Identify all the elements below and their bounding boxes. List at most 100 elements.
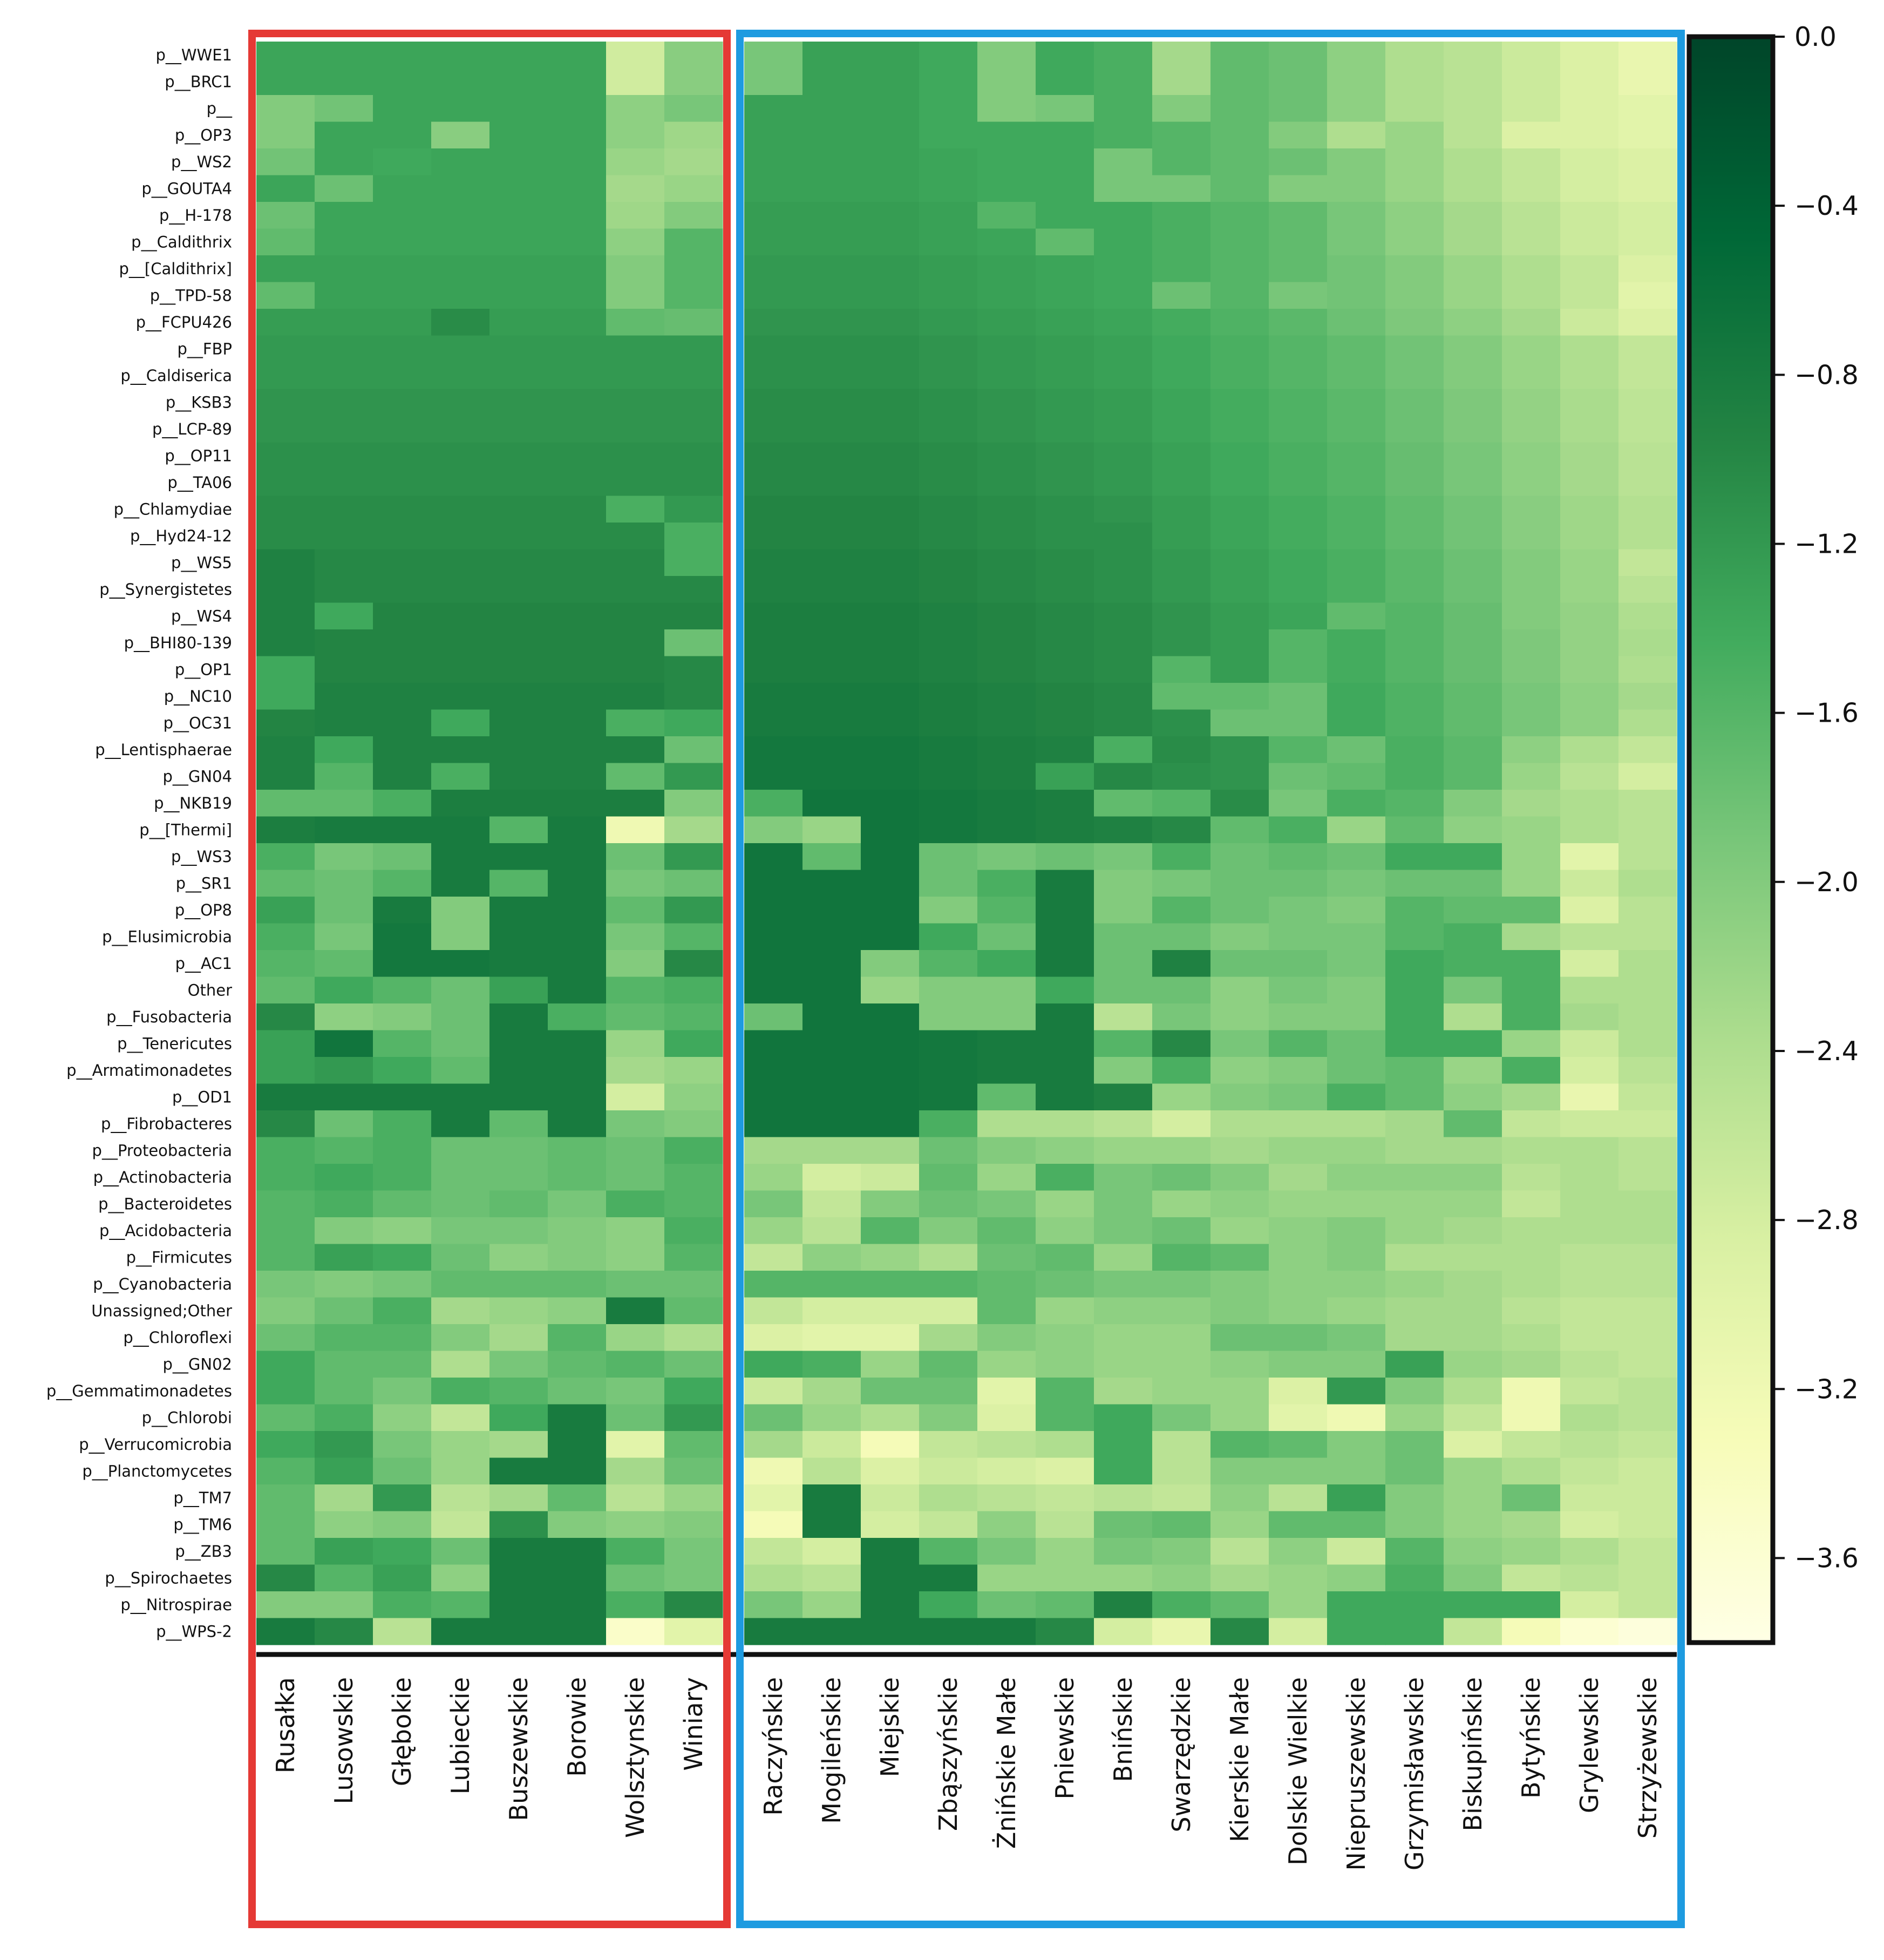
heatmap-cell	[861, 1057, 920, 1084]
heatmap-cell	[256, 442, 315, 470]
heatmap-cell	[861, 1511, 920, 1538]
heatmap-cell	[861, 175, 920, 202]
heatmap-cell	[1444, 1083, 1502, 1111]
heatmap-cell	[1152, 1431, 1211, 1459]
heatmap-cell	[548, 843, 607, 871]
heatmap-cell	[744, 1324, 803, 1352]
heatmap-cell	[373, 1511, 432, 1538]
heatmap-cell	[1502, 709, 1561, 737]
heatmap-cell	[606, 736, 665, 764]
heatmap-cell	[1152, 1457, 1211, 1485]
heatmap-cell	[861, 1244, 920, 1271]
heatmap-cell	[315, 1164, 373, 1191]
row-label: p__AC1	[175, 954, 232, 973]
heatmap-cell	[1036, 1404, 1094, 1432]
colorbar-tick-label: −0.4	[1794, 191, 1859, 221]
heatmap-cell	[1152, 1564, 1211, 1592]
heatmap-cell	[861, 656, 920, 683]
heatmap-cell	[1210, 1511, 1269, 1538]
heatmap-cell	[1502, 1297, 1561, 1325]
heatmap-cell	[1094, 175, 1153, 202]
heatmap-cell	[1560, 1057, 1619, 1084]
heatmap-cell	[861, 202, 920, 229]
heatmap-cell	[489, 389, 548, 416]
heatmap-cell	[606, 1271, 665, 1298]
row-label: p__ZB3	[175, 1542, 232, 1561]
heatmap-cell	[1210, 496, 1269, 523]
heatmap-cell	[1560, 843, 1619, 871]
heatmap-cell	[431, 523, 490, 550]
heatmap-cell	[1560, 976, 1619, 1004]
heatmap-cell	[315, 1217, 373, 1245]
heatmap-cell	[1444, 1110, 1502, 1138]
heatmap-cell	[1152, 496, 1211, 523]
heatmap-cell	[1327, 1137, 1386, 1164]
heatmap-cell	[977, 175, 1036, 202]
heatmap-cell	[1618, 1457, 1677, 1485]
heatmap-cell	[606, 282, 665, 309]
heatmap-cell	[802, 709, 861, 737]
heatmap-cell	[1444, 1484, 1502, 1512]
heatmap-cell	[744, 496, 803, 523]
heatmap-cell	[1560, 923, 1619, 951]
row-label: p__Fusobacteria	[106, 1008, 232, 1026]
heatmap-cell	[548, 1457, 607, 1485]
colorbar-tick-label: −2.4	[1794, 1036, 1859, 1067]
heatmap-cell	[861, 1297, 920, 1325]
heatmap-cell	[802, 816, 861, 844]
heatmap-cell	[315, 549, 373, 577]
column-label: Strzyżewskie	[1633, 1677, 1662, 1839]
heatmap-cell	[1152, 255, 1211, 283]
heatmap-cell	[919, 1030, 978, 1057]
heatmap-cell	[1094, 1591, 1153, 1619]
heatmap-cell	[861, 42, 920, 69]
heatmap-cell	[664, 976, 723, 1004]
heatmap-cell	[744, 1378, 803, 1405]
heatmap-cell	[1327, 496, 1386, 523]
heatmap-cell	[1152, 335, 1211, 363]
heatmap-cell	[802, 362, 861, 390]
heatmap-cell	[1444, 523, 1502, 550]
heatmap-cell	[1269, 255, 1328, 283]
heatmap-cell	[977, 870, 1036, 897]
heatmap-cell	[606, 228, 665, 256]
heatmap-cell	[919, 1297, 978, 1325]
heatmap-cell	[919, 549, 978, 577]
heatmap-cell	[1618, 736, 1677, 764]
heatmap-cell	[1502, 95, 1561, 123]
heatmap-cell	[744, 763, 803, 790]
heatmap-cell	[802, 790, 861, 817]
heatmap-cell	[1385, 1217, 1444, 1245]
heatmap-cell	[1269, 282, 1328, 309]
heatmap-cell	[919, 1164, 978, 1191]
heatmap-cell	[1327, 121, 1386, 149]
heatmap-cell	[1094, 1137, 1153, 1164]
heatmap-cell	[977, 1324, 1036, 1352]
heatmap-cell	[256, 1030, 315, 1057]
heatmap-cell	[1618, 1564, 1677, 1592]
heatmap-cell	[664, 523, 723, 550]
heatmap-cell	[1036, 523, 1094, 550]
heatmap-cell	[744, 1003, 803, 1031]
heatmap-cell	[373, 897, 432, 924]
heatmap-cell	[606, 202, 665, 229]
heatmap-cell	[744, 148, 803, 176]
heatmap-cell	[489, 736, 548, 764]
heatmap-cell	[1036, 602, 1094, 630]
heatmap-cell	[1618, 1538, 1677, 1565]
heatmap-cell	[1210, 362, 1269, 390]
heatmap-cell	[1094, 763, 1153, 790]
row-label: p__SR1	[176, 874, 232, 892]
heatmap-cell	[1502, 335, 1561, 363]
heatmap-cell	[802, 576, 861, 603]
heatmap-cell	[1560, 469, 1619, 497]
heatmap-cell	[1444, 1564, 1502, 1592]
heatmap-cell	[664, 1244, 723, 1271]
heatmap-cell	[373, 1457, 432, 1485]
heatmap-cell	[431, 202, 490, 229]
heatmap-cell	[431, 1351, 490, 1378]
heatmap-cell	[1269, 68, 1328, 96]
heatmap-cell	[977, 389, 1036, 416]
heatmap-cell	[1502, 1083, 1561, 1111]
heatmap-cell	[606, 1110, 665, 1138]
